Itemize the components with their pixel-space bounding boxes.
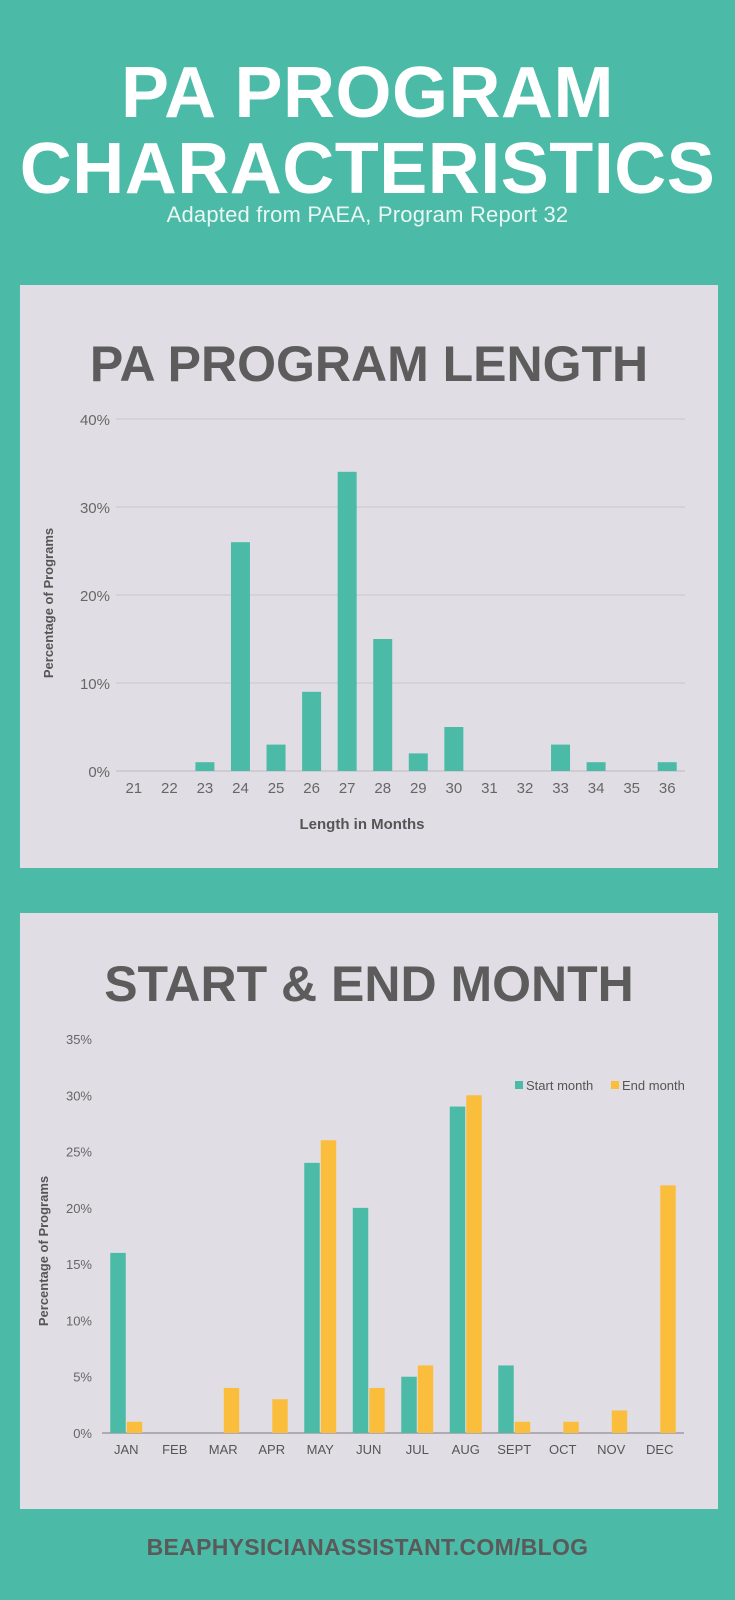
y-axis-label: Percentage of Programs [36, 1176, 51, 1326]
start-end-month-panel: START & END MONTH 0% 5% 10% 15% 20% 25% 30% 35%… [20, 913, 718, 1509]
bar-23 [195, 762, 215, 771]
x-tick-label: 29 [410, 780, 427, 797]
y-tick-label: 20% [80, 588, 110, 605]
x-tick-label: NOV [597, 1442, 626, 1457]
footer-url: BEAPHYSICIANASSISTANT.COM/BLOG [146, 1534, 589, 1560]
bar-NOV-end [611, 1410, 628, 1433]
x-tick-label: 33 [552, 780, 569, 797]
x-tick-label: 26 [303, 780, 320, 797]
start-end-month-chart: 0% 5% 10% 15% 20% 25% 30% 35% JAN FEB MAR APR MAY JUN… [36, 1032, 685, 1457]
bar-JUL-end [417, 1365, 434, 1433]
x-tick-label: 24 [232, 780, 249, 797]
y-tick-label: 40% [80, 412, 110, 429]
bar-SEPT-start [498, 1365, 514, 1433]
program-length-chart: 0% 10% 20% 30% 40% 21 22 23 24 25 26 27 28 29 30 31 32 33… [41, 412, 685, 833]
bar-AUG-end [466, 1095, 482, 1433]
x-tick-label: 31 [481, 780, 498, 797]
bar-DEC-end [660, 1185, 676, 1433]
bar-JAN-end [126, 1421, 143, 1433]
x-tick-label: 28 [374, 780, 391, 797]
x-tick-label: 32 [517, 780, 534, 797]
bar-29 [408, 753, 428, 771]
x-tick-label: 30 [446, 780, 463, 797]
y-tick-label: 30% [80, 500, 110, 517]
x-tick-label: JAN [114, 1442, 139, 1457]
x-tick-label: AUG [452, 1442, 480, 1457]
x-tick-label: 34 [588, 780, 605, 797]
program-length-title: PA PROGRAM LENGTH [89, 336, 649, 392]
bar-27 [337, 471, 357, 771]
y-tick-label: 15% [66, 1257, 92, 1272]
x-tick-label: 36 [659, 780, 676, 797]
bar-30 [444, 727, 464, 771]
y-tick-label: 25% [66, 1145, 92, 1160]
y-tick-label: 10% [66, 1313, 92, 1328]
y-tick-label: 0% [73, 1426, 92, 1441]
bar-APR-end [272, 1399, 288, 1433]
bar-MAR-end [223, 1387, 240, 1433]
bar-AUG-start [449, 1106, 466, 1433]
x-tick-label: APR [258, 1442, 285, 1457]
bar-MAY-end [320, 1140, 337, 1433]
y-tick-label: 35% [66, 1032, 92, 1047]
y-axis-label: Percentage of Programs [41, 528, 56, 678]
bar-26 [302, 691, 322, 771]
legend-label: End month [622, 1078, 685, 1093]
x-tick-label: JUL [406, 1442, 429, 1457]
x-tick-label: MAY [307, 1442, 335, 1457]
x-tick-label: SEPT [497, 1442, 531, 1457]
x-tick-label: MAR [209, 1442, 238, 1457]
bar-JAN-start [110, 1252, 126, 1433]
x-axis-label: Length in Months [300, 816, 425, 833]
y-tick-label: 20% [66, 1201, 92, 1216]
subtitle: Adapted from PAEA, Program Report 32 [166, 202, 569, 227]
start-end-month-title: START & END MONTH [104, 956, 634, 1012]
bar-25 [266, 744, 286, 771]
main-title-line-2: CHARACTERISTICS [19, 129, 716, 209]
bar-34 [586, 762, 606, 771]
bar-JUN-start [352, 1207, 369, 1433]
bar-33 [551, 744, 571, 771]
y-tick-label: 5% [73, 1370, 92, 1385]
x-tick-label: 23 [197, 780, 214, 797]
y-tick-label: 10% [80, 676, 110, 693]
y-tick-label: 30% [66, 1088, 92, 1103]
bar-JUN-end [369, 1387, 385, 1433]
x-tick-label: 25 [268, 780, 285, 797]
x-tick-label: JUN [356, 1442, 381, 1457]
x-tick-label: OCT [549, 1442, 577, 1457]
bar-MAY-start [304, 1162, 320, 1433]
bar-36 [657, 762, 677, 771]
x-tick-label: 35 [623, 780, 640, 797]
x-tick-label: 27 [339, 780, 356, 797]
x-tick-label: 21 [125, 780, 142, 797]
bar-24 [230, 542, 250, 771]
bar-JUL-start [401, 1376, 417, 1433]
x-tick-label: FEB [162, 1442, 187, 1457]
program-length-panel: PA PROGRAM LENGTH 0% 10% 20% 30% 40% 21 22 23 24… [20, 285, 718, 868]
legend-swatch [611, 1081, 619, 1089]
bar-SEPT-end [514, 1421, 531, 1433]
x-tick-label: 22 [161, 780, 178, 797]
legend-swatch [515, 1081, 523, 1089]
y-tick-label: 0% [88, 764, 110, 781]
legend-label: Start month [526, 1078, 593, 1093]
bar-28 [373, 639, 393, 771]
bar-OCT-end [563, 1421, 579, 1433]
x-tick-label: DEC [646, 1442, 673, 1457]
main-title-line-1: PA PROGRAM [120, 53, 614, 133]
